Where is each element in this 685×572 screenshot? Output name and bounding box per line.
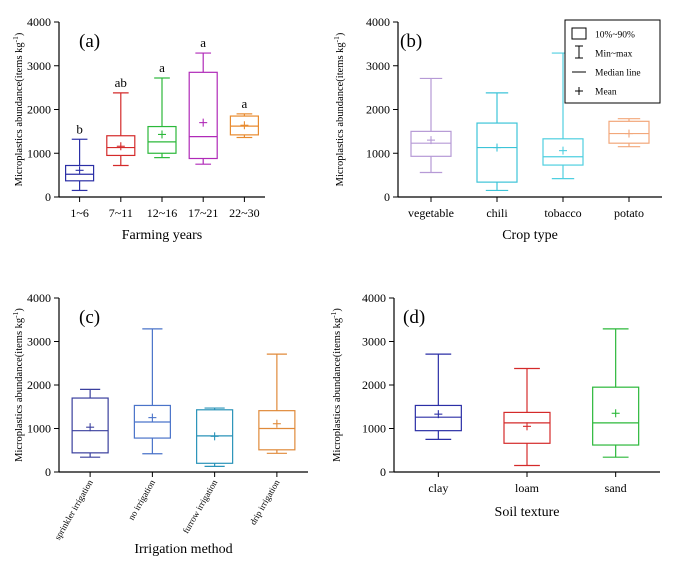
box-body <box>147 125 177 154</box>
y-axis-title: Microplastics abundance(items kg-1) <box>11 32 25 186</box>
y-tick-label: 4000 <box>27 15 51 29</box>
box-body <box>476 122 518 183</box>
x-tick-label: 1~6 <box>70 206 89 220</box>
box-potato <box>608 118 650 148</box>
x-tick-label: sand <box>605 481 627 495</box>
x-tick-label: drip irrigation <box>248 478 282 527</box>
x-tick-label: clay <box>428 481 448 495</box>
box-furrow-irrigation <box>196 407 234 467</box>
significance-letter: ab <box>115 75 127 90</box>
box-7-11 <box>106 92 136 167</box>
chart-panel-d: 0 1000 2000 3000 4000 Microplastics abundance… <box>329 291 660 520</box>
y-tick-label: 2000 <box>27 378 51 392</box>
x-tick-label: vegetable <box>408 206 454 220</box>
box-vegetable <box>410 77 452 174</box>
box-chili <box>476 92 518 192</box>
y-tick-label: 1000 <box>366 146 390 160</box>
x-tick-label: furrow irrigation <box>181 478 220 536</box>
y-tick-label: 2000 <box>362 378 386 392</box>
box-body <box>410 130 452 157</box>
x-tick-label: tobacco <box>544 206 581 220</box>
significance-letter: b <box>76 121 83 136</box>
y-axis-title: Microplastics abundance(items kg-1) <box>332 32 346 186</box>
box-12-16 <box>147 77 177 159</box>
y-axis-title: Microplastics abundance(items kg-1) <box>11 308 25 462</box>
legend-label: Mean <box>595 88 617 98</box>
panel-label: (c) <box>79 307 100 328</box>
y-tick-label: 0 <box>380 465 386 479</box>
box-body <box>196 409 234 464</box>
box-body <box>542 138 584 166</box>
x-tick-label: 7~11 <box>109 206 133 220</box>
box-loam <box>503 367 551 467</box>
y-tick-label: 1000 <box>362 422 386 436</box>
y-tick-label: 2000 <box>27 103 51 117</box>
y-tick-label: 3000 <box>362 335 386 349</box>
x-tick-label: 22~30 <box>229 206 260 220</box>
x-tick-label: loam <box>515 481 540 495</box>
box-body <box>258 410 296 451</box>
box-body <box>414 404 462 432</box>
box-body <box>592 386 640 446</box>
box-body <box>106 135 136 157</box>
y-axis-title: Microplastics abundance(items kg-1) <box>329 308 343 462</box>
panel-label: (d) <box>403 307 425 328</box>
box-no-irrigation <box>133 328 171 455</box>
y-tick-label: 0 <box>45 190 51 204</box>
chart-panel-b: 0 1000 2000 3000 4000 Microplastics abundance… <box>332 15 662 243</box>
legend-box-swatch <box>571 27 587 40</box>
legend-label: Min~max <box>595 50 633 60</box>
box-body <box>608 120 650 144</box>
box-body <box>64 164 95 182</box>
y-tick-label: 1000 <box>27 422 51 436</box>
y-tick-label: 3000 <box>366 59 390 73</box>
panel-label: (a) <box>79 31 100 52</box>
box-sprinkler-irrigation <box>71 388 109 458</box>
y-tick-label: 1000 <box>27 146 51 160</box>
x-axis-title: Crop type <box>502 228 558 243</box>
x-axis-title: Soil texture <box>495 505 560 520</box>
box-body <box>229 115 259 136</box>
y-tick-label: 3000 <box>27 59 51 73</box>
x-tick-label: sprinkler irrigation <box>52 478 95 542</box>
x-tick-label: 17~21 <box>188 206 219 220</box>
y-tick-label: 2000 <box>366 103 390 117</box>
significance-letter: a <box>242 96 248 111</box>
box-17-21 <box>188 52 218 165</box>
significance-letter: a <box>159 60 165 75</box>
panel-label: (b) <box>400 31 422 52</box>
y-tick-label: 4000 <box>366 15 390 29</box>
y-tick-label: 4000 <box>27 291 51 305</box>
significance-letter: a <box>200 35 206 50</box>
y-tick-label: 4000 <box>362 291 386 305</box>
x-tick-label: no irrigation <box>126 478 157 522</box>
x-tick-label: chili <box>486 206 508 220</box>
x-axis-title: Farming years <box>122 228 202 243</box>
y-tick-label: 0 <box>384 190 390 204</box>
legend-frame <box>564 19 661 104</box>
box-sand <box>592 328 640 458</box>
box-body <box>188 71 218 160</box>
y-tick-label: 0 <box>45 465 51 479</box>
x-tick-label: 12~16 <box>147 206 178 220</box>
x-tick-label: potato <box>614 206 644 220</box>
box-drip-irrigation <box>258 353 296 454</box>
box-body <box>503 411 551 444</box>
box-tobacco <box>542 52 584 180</box>
legend-label: Median line <box>595 69 641 79</box>
x-axis-title: Irrigation method <box>134 542 232 557</box>
legend-label: 10%~90% <box>595 31 635 41</box>
y-tick-label: 3000 <box>27 335 51 349</box>
box-clay <box>414 353 462 440</box>
box-22-30 <box>229 113 259 139</box>
box-1-6 <box>64 138 95 192</box>
box-body <box>71 397 109 454</box>
legend: 10%~90% Min~max Median line Mean <box>564 19 661 104</box>
